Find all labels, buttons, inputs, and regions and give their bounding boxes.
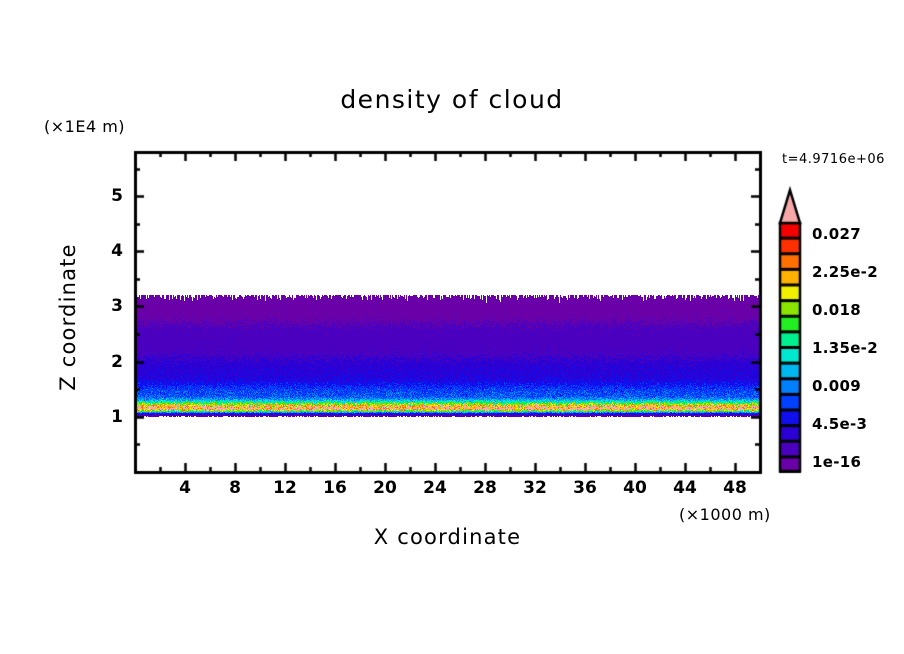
colorbar-tick-label: 1e-16	[812, 453, 862, 471]
x-tick-label: 48	[723, 478, 747, 498]
colorbar-tick-label: 1.35e-2	[812, 339, 878, 357]
x-tick-label: 32	[523, 478, 547, 498]
x-tick-label: 16	[323, 478, 347, 498]
x-axis-title: X coordinate	[373, 525, 522, 549]
y-tick-label: 3	[111, 296, 123, 317]
x-tick-label: 44	[673, 478, 697, 498]
x-tick-label: 12	[273, 478, 297, 498]
y-tick-label: 2	[111, 351, 123, 372]
x-tick-label: 28	[473, 478, 497, 498]
colorbar-tick-label: 2.25e-2	[812, 263, 878, 281]
x-tick-label: 20	[373, 478, 397, 498]
x-tick-label: 36	[573, 478, 597, 498]
x-tick-label: 8	[229, 478, 241, 498]
y-tick-label: 1	[111, 406, 123, 427]
colorbar-tick-label: 0.009	[812, 377, 861, 395]
y-tick-label: 4	[111, 241, 123, 262]
y-tick-label: 5	[111, 186, 123, 207]
z-axis-unit-label: (×1E4 m)	[44, 117, 126, 136]
colorbar-tick-label: 0.027	[812, 225, 861, 243]
x-tick-label: 40	[623, 478, 647, 498]
page-title: density of cloud	[340, 85, 564, 114]
x-axis-unit-label: (×1000 m)	[679, 505, 771, 524]
colorbar-tick-label: 4.5e-3	[812, 415, 868, 433]
x-tick-label: 24	[423, 478, 447, 498]
x-tick-label: 4	[179, 478, 191, 498]
z-axis-title: Z coordinate	[56, 243, 80, 391]
colorbar-tick-label: 0.018	[812, 301, 861, 319]
time-stamp-label: t=4.9716e+06	[782, 152, 885, 167]
